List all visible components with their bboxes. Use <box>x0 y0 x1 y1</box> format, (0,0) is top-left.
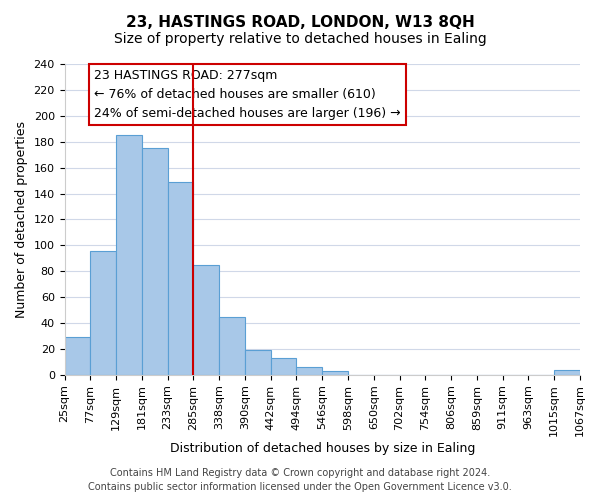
Bar <box>296 367 322 375</box>
Bar <box>167 182 193 375</box>
Text: Size of property relative to detached houses in Ealing: Size of property relative to detached ho… <box>113 32 487 46</box>
Bar <box>271 358 296 375</box>
Text: 23 HASTINGS ROAD: 277sqm
← 76% of detached houses are smaller (610)
24% of semi-: 23 HASTINGS ROAD: 277sqm ← 76% of detach… <box>94 69 401 120</box>
Bar <box>142 148 167 375</box>
Bar <box>91 250 116 375</box>
Bar <box>554 370 580 375</box>
Bar <box>116 135 142 375</box>
Y-axis label: Number of detached properties: Number of detached properties <box>15 121 28 318</box>
Text: Contains HM Land Registry data © Crown copyright and database right 2024.
Contai: Contains HM Land Registry data © Crown c… <box>88 468 512 492</box>
Bar <box>65 338 91 375</box>
Bar <box>322 371 348 375</box>
X-axis label: Distribution of detached houses by size in Ealing: Distribution of detached houses by size … <box>170 442 475 455</box>
Bar <box>219 316 245 375</box>
Text: 23, HASTINGS ROAD, LONDON, W13 8QH: 23, HASTINGS ROAD, LONDON, W13 8QH <box>125 15 475 30</box>
Bar <box>245 350 271 375</box>
Bar <box>193 265 219 375</box>
